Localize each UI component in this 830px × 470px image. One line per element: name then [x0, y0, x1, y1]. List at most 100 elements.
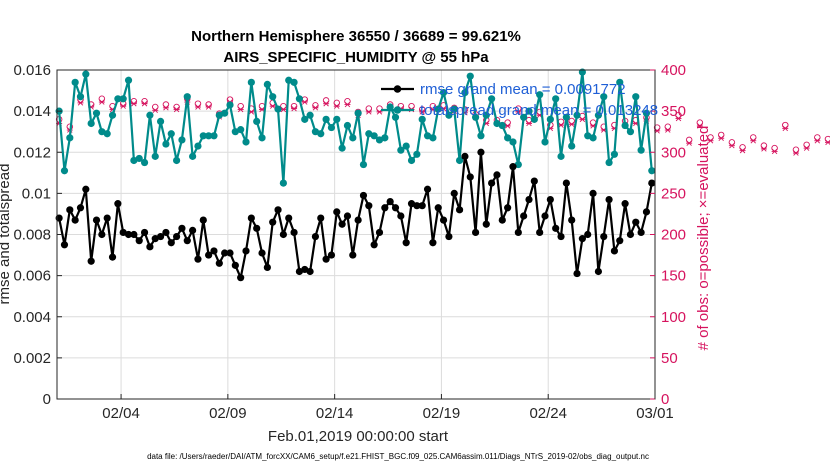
y-tick-label: 0	[43, 391, 51, 408]
rmse-point	[546, 195, 554, 204]
rmse-point	[594, 267, 603, 276]
obs-evaluated-marker	[419, 109, 426, 115]
y-tick-label: 0.012	[13, 144, 51, 161]
totalspread-point	[557, 152, 565, 160]
rmse-point	[210, 247, 218, 255]
totalspread-point	[173, 156, 181, 165]
rmse-point	[600, 232, 608, 241]
rmse-point	[642, 208, 651, 216]
rmse-point	[215, 259, 223, 267]
obs-evaluated-marker	[130, 101, 137, 107]
rmse-point	[493, 171, 501, 179]
totalspread-point	[594, 111, 603, 119]
totalspread-point	[237, 126, 245, 134]
totalspread-point	[391, 113, 400, 121]
obs-evaluated-marker	[152, 107, 159, 114]
totalspread-point	[359, 160, 368, 169]
totalspread-point	[210, 132, 218, 140]
obs-evaluated-marker	[664, 127, 671, 133]
rmse-point	[616, 237, 624, 245]
rmse-point	[530, 177, 538, 185]
totalspread-point	[455, 156, 464, 165]
right-y-axis-label: # of obs: o=possible; ×=evaluated	[695, 126, 712, 351]
totalspread-point	[103, 130, 111, 138]
totalspread-point	[242, 138, 250, 146]
rmse-point	[349, 251, 357, 259]
rmse-point	[285, 214, 293, 222]
obs-evaluated-marker	[750, 138, 757, 144]
right-y-tick-label: 350	[661, 103, 686, 120]
totalspread-point	[573, 111, 581, 119]
rmse-point	[589, 189, 597, 197]
x-tick-label: 02/14	[316, 405, 354, 422]
totalspread-point	[71, 78, 79, 86]
obs-evaluated-marker	[141, 101, 148, 107]
rmse-point	[178, 224, 186, 232]
totalspread-point	[397, 146, 405, 154]
rmse-point	[429, 239, 437, 247]
totalspread-point	[370, 132, 378, 140]
totalspread-point	[642, 109, 651, 117]
rmse-point	[541, 212, 549, 220]
totalspread-point	[504, 134, 512, 142]
obs-evaluated-marker	[301, 99, 308, 105]
totalspread-point	[167, 130, 175, 138]
chart-title: Northern Hemisphere 36550 / 36689 = 99.6…	[191, 28, 521, 45]
totalspread-point	[124, 76, 133, 84]
totalspread-point	[429, 134, 437, 142]
right-y-tick-label: 50	[661, 350, 678, 367]
rmse-point	[578, 235, 586, 243]
rmse-point	[306, 267, 314, 276]
totalspread-point	[327, 123, 336, 132]
rmse-point	[237, 274, 245, 282]
rmse-point	[637, 228, 645, 237]
totalspread-point	[146, 111, 154, 119]
right-y-axis-ticks: 0 50 100 150 200 250 300 350 400	[650, 62, 686, 408]
totalspread-point	[439, 89, 448, 97]
obs-evaluated-marker	[824, 139, 830, 146]
rmse-point	[263, 263, 271, 271]
obs-evaluated-marker	[803, 145, 810, 151]
totalspread-point	[269, 93, 277, 101]
rmse-point	[365, 202, 373, 210]
totalspread-point	[488, 95, 496, 103]
obs-evaluated-marker	[194, 104, 201, 110]
rmse-point	[536, 228, 544, 237]
right-y-tick-label: 200	[661, 227, 686, 244]
obs-evaluated-marker	[120, 103, 127, 109]
obs-evaluated-marker	[675, 115, 682, 122]
obs-evaluated-marker	[98, 99, 105, 105]
x-axis-ticks: 02/04 02/09 02/14 02/19 02/24 03/01	[102, 394, 674, 422]
right-y-tick-label: 250	[661, 185, 686, 202]
obs-evaluated-marker	[162, 105, 169, 111]
totalspread-point	[509, 138, 517, 146]
totalspread-point	[413, 150, 421, 158]
rmse-point	[66, 206, 74, 214]
obs-evaluated-marker	[579, 116, 586, 123]
obs-evaluated-marker	[707, 138, 714, 144]
totalspread-point	[333, 115, 341, 123]
totalspread-point	[290, 78, 298, 86]
rmse-point	[525, 195, 533, 204]
x-tick-label: 02/09	[209, 405, 247, 422]
rmse-point	[370, 241, 378, 249]
rmse-point	[205, 251, 213, 259]
rmse-point	[199, 216, 207, 224]
totalspread-point	[295, 95, 304, 103]
right-y-tick-label: 300	[661, 144, 686, 161]
totalspread-point	[472, 113, 480, 121]
legend-totalspread-label: totalspread grand mean = 0.013248	[420, 102, 658, 119]
rmse-point	[87, 257, 95, 265]
obs-evaluated-marker	[568, 121, 575, 128]
rmse-point	[231, 261, 239, 269]
totalspread-point	[87, 119, 95, 128]
rmse-point	[258, 249, 266, 257]
rmse-point	[450, 189, 458, 197]
rmse-point	[514, 228, 522, 237]
obs-evaluated-marker	[344, 101, 351, 108]
rmse-point	[135, 237, 143, 245]
totalspread-line	[58, 70, 653, 185]
obs-evaluated-marker	[291, 105, 298, 112]
rmse-point	[82, 185, 90, 193]
rmse-point	[466, 173, 474, 181]
